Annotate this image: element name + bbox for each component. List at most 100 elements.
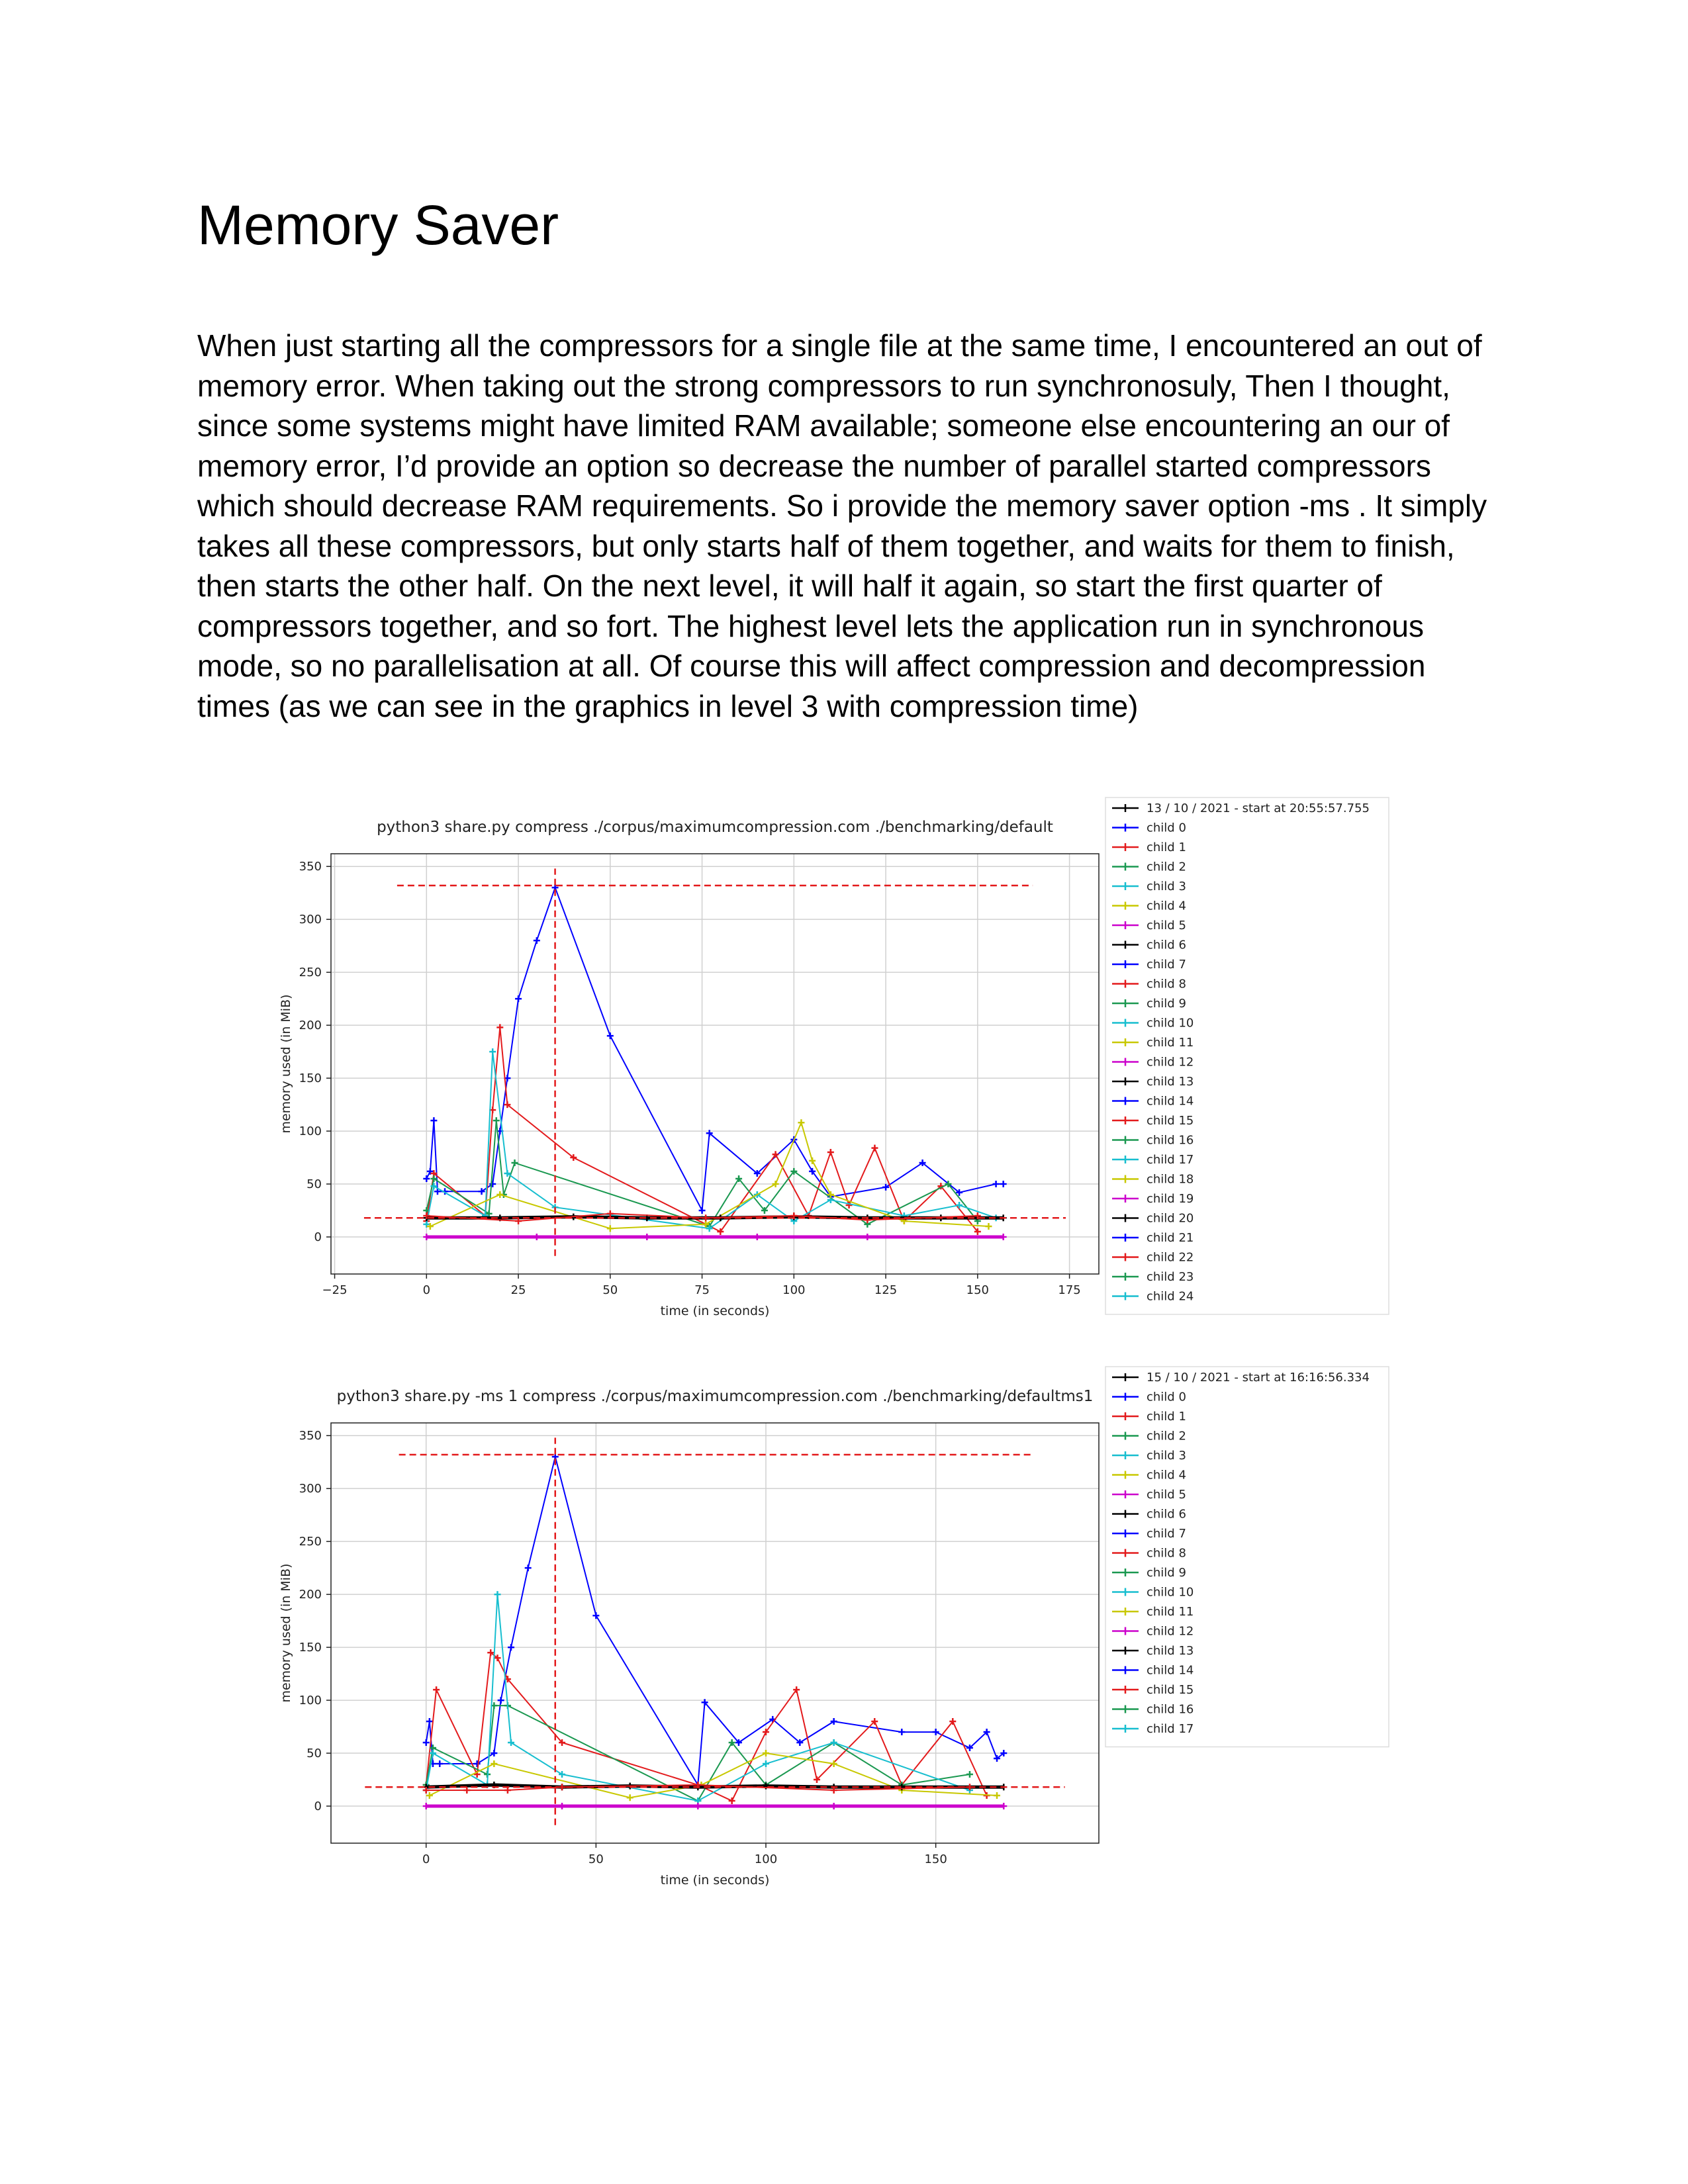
chart1-xlabel: time (in seconds): [661, 1304, 770, 1318]
chart1-legend-label: child 1: [1147, 841, 1186, 854]
point-child-3: [508, 1739, 515, 1747]
point-child-0: [882, 1183, 890, 1191]
point-child-8: [423, 1212, 430, 1220]
chart1-ytick-label: 50: [306, 1177, 322, 1191]
point-child-0: [497, 1697, 504, 1704]
chart1-xtick-label: 175: [1058, 1283, 1080, 1297]
chart2-ytick-label: 50: [306, 1747, 322, 1760]
chart1-legend-label: child 12: [1147, 1056, 1194, 1069]
point-child-1: [487, 1649, 494, 1657]
point-child-8: [422, 1787, 430, 1794]
point-child-3: [956, 1202, 963, 1209]
series-child-0: [425, 1456, 1004, 1788]
point-child-3: [706, 1225, 713, 1232]
point-child-0: [434, 1188, 441, 1195]
chart1-xtick-label: −25: [322, 1283, 348, 1297]
point-child-2: [735, 1175, 743, 1183]
point-child-3: [762, 1760, 769, 1768]
chart2-legend-label: child 4: [1147, 1469, 1186, 1482]
chart1-legend-label: child 11: [1147, 1036, 1194, 1050]
point-child-2: [945, 1181, 952, 1188]
chart1-ylabel: memory used (in MiB): [279, 994, 293, 1133]
point-child-2: [728, 1739, 735, 1747]
point-child-4: [496, 1191, 504, 1199]
point-child-0: [796, 1739, 804, 1747]
chart1-xtick-label: 50: [602, 1283, 618, 1297]
point-child-0: [426, 1167, 434, 1175]
point-child-1: [762, 1729, 769, 1736]
point-child-2: [492, 1117, 500, 1124]
chart1-legend: [1105, 797, 1389, 1315]
chart1-legend-label: child 18: [1147, 1173, 1194, 1187]
point-child-1: [717, 1228, 724, 1236]
chart1-xtick-label: 125: [874, 1283, 897, 1297]
chart1-legend-label: child 5: [1147, 919, 1186, 933]
point-child-1: [949, 1718, 957, 1725]
point-child-5: [1000, 1803, 1008, 1810]
point-child-0: [606, 1032, 614, 1040]
point-child-4: [626, 1794, 633, 1801]
chart1-legend-label: child 8: [1147, 978, 1186, 991]
point-child-0: [508, 1644, 515, 1651]
point-child-8: [606, 1210, 614, 1217]
chart2-legend-label: child 10: [1147, 1586, 1194, 1600]
chart2-legend-label: child 17: [1147, 1722, 1194, 1736]
chart1-legend-label: child 19: [1147, 1192, 1194, 1206]
point-child-4: [762, 1750, 769, 1757]
point-child-0: [992, 1181, 1000, 1188]
point-child-5: [643, 1234, 651, 1241]
chart1-legend-label: 13 / 10 / 2021 - start at 20:55:57.755: [1147, 801, 1370, 815]
series-child-1: [425, 1651, 988, 1802]
point-child-0: [423, 1175, 430, 1183]
chart2-ylabel: memory used (in MiB): [279, 1563, 293, 1702]
point-child-4: [994, 1792, 1001, 1799]
point-child-4: [491, 1760, 498, 1768]
point-child-1: [772, 1151, 779, 1158]
point-child-4: [426, 1792, 433, 1799]
point-child-2: [485, 1210, 492, 1217]
point-child-4: [772, 1181, 779, 1188]
chart1-legend-label: child 4: [1147, 899, 1186, 913]
point-child-3: [559, 1771, 566, 1778]
point-child-5: [694, 1803, 702, 1810]
point-child-0: [524, 1565, 532, 1572]
chart2-legend-label: child 13: [1147, 1644, 1194, 1658]
memory-chart-default: python3 share.py compress ./corpus/maxim…: [279, 797, 1389, 1318]
point-child-8: [504, 1787, 511, 1794]
chart1-legend-label: child 0: [1147, 821, 1186, 835]
chart1-ytick-label: 0: [314, 1230, 322, 1244]
point-child-3: [423, 1220, 430, 1228]
point-child-4: [702, 1220, 710, 1228]
chart1-xtick-label: 25: [511, 1283, 526, 1297]
chart1-legend-label: child 14: [1147, 1095, 1194, 1109]
point-child-0: [698, 1207, 706, 1214]
chart1-legend-label: child 6: [1147, 938, 1186, 952]
point-child-5: [423, 1234, 430, 1241]
chart1-ytick-label: 200: [299, 1019, 322, 1032]
chart1-ytick-label: 100: [299, 1124, 322, 1138]
chart2-legend-label: child 8: [1147, 1547, 1186, 1561]
point-child-3: [504, 1170, 511, 1177]
point-child-1: [570, 1154, 577, 1161]
point-child-0: [919, 1160, 926, 1167]
chart1-legend-label: child 16: [1147, 1134, 1194, 1148]
point-child-3: [430, 1183, 438, 1190]
point-child-0: [830, 1718, 837, 1725]
chart1-plot-area: [423, 884, 1007, 1241]
point-child-5: [864, 1234, 871, 1241]
point-child-3: [489, 1048, 496, 1056]
point-child-1: [433, 1686, 440, 1694]
chart2-legend-label: 15 / 10 / 2021 - start at 16:16:56.334: [1147, 1371, 1370, 1385]
point-child-5: [559, 1803, 566, 1810]
point-child-0: [983, 1729, 990, 1736]
chart1-xtick-label: 75: [694, 1283, 710, 1297]
point-child-8: [463, 1787, 471, 1794]
point-child-3: [830, 1739, 837, 1747]
point-child-0: [809, 1167, 816, 1175]
point-child-8: [974, 1212, 981, 1220]
point-child-1: [871, 1144, 878, 1152]
chart1-legend-label: child 7: [1147, 958, 1186, 972]
chart2-legend-label: child 14: [1147, 1664, 1194, 1678]
chart1-legend-label: child 22: [1147, 1251, 1194, 1265]
page-title: Memory Saver: [197, 194, 559, 256]
